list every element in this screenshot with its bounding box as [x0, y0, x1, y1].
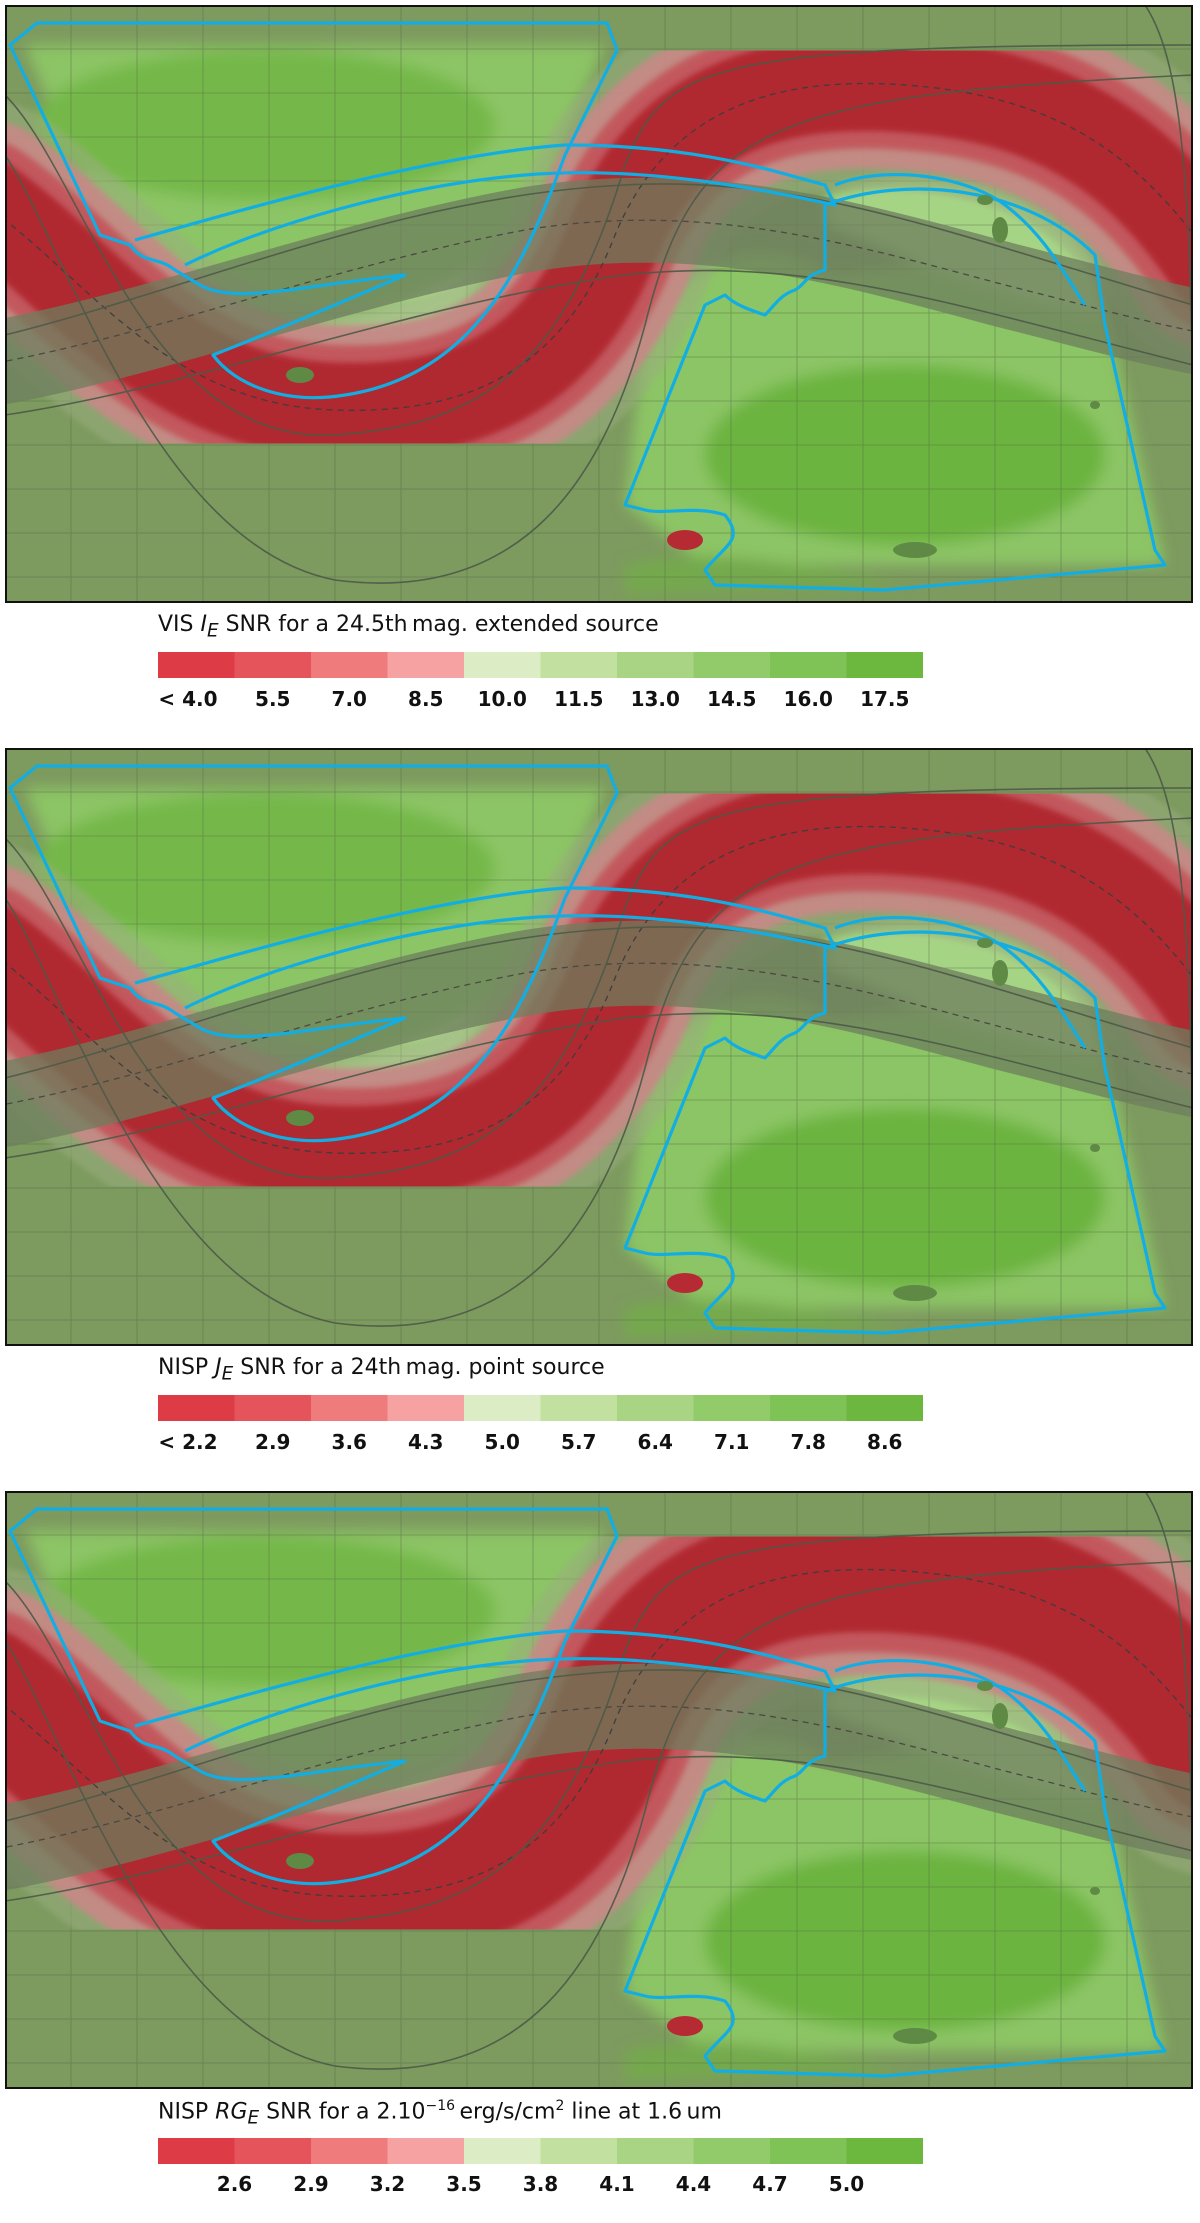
boundary-curves — [5, 1491, 1193, 2089]
colorbar-tick-label: 11.5 — [554, 687, 604, 711]
colorbar-ticks-nisp-rge: 2.6 2.9 3.2 3.5 3.8 4.1 4.4 4.7 5.0 — [0, 2172, 1200, 2202]
sky-map-nisp-rge — [5, 1491, 1193, 2089]
colorbar-segment — [617, 1395, 694, 1421]
survey-footprint-outlines — [8, 1507, 1167, 2078]
colorbar-tick-label: 17.5 — [860, 687, 910, 711]
colorbar-nisp-je — [158, 1395, 923, 1421]
colorbar-segment — [693, 652, 771, 678]
colorbar-vis — [158, 652, 923, 678]
colorbar-tick-label: 4.3 — [408, 1430, 444, 1454]
colorbar-tick-label: 5.0 — [828, 2172, 865, 2196]
colorbar-segment — [464, 2138, 541, 2164]
dense-star-field-blobs — [286, 938, 1100, 1301]
galactic-centerline — [5, 825, 1193, 1154]
colorbar-segment — [234, 2138, 312, 2164]
ecliptic-centerline — [5, 219, 1193, 362]
colorbar-segment — [311, 652, 388, 678]
colorbar-segment — [770, 2138, 847, 2164]
colorbar-tick-label: 7.1 — [714, 1430, 750, 1454]
map-frame — [5, 1491, 1193, 2089]
colorbar-segment — [846, 2138, 923, 2164]
colorbar-tick-label: 7.8 — [790, 1430, 826, 1454]
colorbar-segment — [158, 2138, 235, 2164]
colorbar-tick-label: 4.1 — [599, 2172, 635, 2196]
map-content — [5, 748, 1193, 1346]
colorbar-tick-label: 10.0 — [477, 687, 527, 711]
colorbar-segment — [693, 2138, 771, 2164]
colorbar-tick-label: 4.4 — [675, 2172, 712, 2196]
colorbar-title-vis: VIS IE SNR for a 24.5th mag. extended so… — [158, 612, 659, 642]
galactic-centerline — [5, 82, 1193, 411]
colorbar-tick-label: 7.0 — [331, 687, 367, 711]
map-frame — [5, 748, 1193, 1346]
map-content — [5, 5, 1193, 603]
colorbar-segment — [387, 1395, 465, 1421]
survey-footprint-outlines — [8, 21, 1167, 592]
colorbar-tick-label: 16.0 — [783, 687, 833, 711]
colorbar-segment — [311, 2138, 388, 2164]
colorbar-segment — [846, 652, 923, 678]
map-content — [5, 1491, 1193, 2089]
map-frame — [5, 5, 1193, 603]
colorbar-segment — [464, 652, 541, 678]
colorbar-segment — [770, 652, 847, 678]
footprint-north-west — [8, 1507, 619, 1886]
colorbar-tick-label: 3.8 — [522, 2172, 559, 2196]
colorbar-tick-label: 2.6 — [216, 2172, 253, 2196]
colorbar-title-nisp-je: NISP JE SNR for a 24th mag. point source — [158, 1355, 605, 1385]
colorbar-segment — [693, 1395, 771, 1421]
colorbar-tick-label: 5.0 — [484, 1430, 520, 1454]
colorbar-segment — [770, 1395, 847, 1421]
dense-star-field-blobs — [286, 1681, 1100, 2044]
colorbar-segment — [311, 1395, 388, 1421]
colorbar-title-nisp-rge: NISP RGE SNR for a 2.10−16 erg/s/cm2 lin… — [158, 2098, 722, 2129]
colorbar-nisp-rge — [158, 2138, 923, 2164]
colorbar-segment — [846, 1395, 923, 1421]
colorbar-tick-label: 8.5 — [408, 687, 444, 711]
colorbar-ticks-nisp-je: < 2.2 2.9 3.6 4.3 5.0 5.7 6.4 7.1 7.8 8.6 — [0, 1430, 1200, 1460]
colorbar-tick-label: 13.0 — [630, 687, 680, 711]
colorbar-segment — [234, 1395, 312, 1421]
colorbar-tick-label: 2.9 — [255, 1430, 291, 1454]
colorbar-segment — [540, 2138, 618, 2164]
colorbar-segment — [540, 652, 618, 678]
colorbar-segment — [158, 652, 235, 678]
colorbar-segment — [464, 1395, 541, 1421]
colorbar-tick-label: 14.5 — [707, 687, 757, 711]
colorbar-segment — [540, 1395, 618, 1421]
colorbar-ticks-vis: < 4.0 5.5 7.0 8.5 10.0 11.5 13.0 14.5 16.0 17.5 — [0, 687, 1200, 717]
colorbar-segment — [387, 652, 465, 678]
colorbar-tick-label: 2.9 — [293, 2172, 329, 2196]
footprint-south-east — [623, 187, 1167, 592]
ecliptic-centerline — [5, 1705, 1193, 1848]
colorbar-tick-label: 5.7 — [561, 1430, 597, 1454]
footprint-south-east — [623, 1673, 1167, 2078]
footprint-north-west — [8, 21, 619, 400]
survey-footprint-outlines — [8, 764, 1167, 1335]
colorbar-segment — [158, 1395, 235, 1421]
ecliptic-centerline — [5, 962, 1193, 1105]
dense-star-field-blobs — [286, 195, 1100, 558]
colorbar-tick-label: 4.7 — [752, 2172, 788, 2196]
sky-map-vis — [5, 5, 1193, 603]
colorbar-tick-label: 3.2 — [369, 2172, 406, 2196]
footprint-north-west — [8, 764, 619, 1143]
colorbar-segment — [387, 2138, 465, 2164]
colorbar-tick-label: < 2.2 — [158, 1430, 218, 1454]
colorbar-tick-label: < 4.0 — [158, 687, 218, 711]
colorbar-tick-label: 5.5 — [255, 687, 291, 711]
galactic-centerline — [5, 1568, 1193, 1897]
footprint-south-east — [623, 930, 1167, 1335]
colorbar-tick-label: 8.6 — [867, 1430, 903, 1454]
colorbar-tick-label: 3.5 — [446, 2172, 482, 2196]
colorbar-segment — [234, 652, 312, 678]
sky-map-nisp-je — [5, 748, 1193, 1346]
colorbar-segment — [617, 652, 694, 678]
colorbar-segment — [617, 2138, 694, 2164]
colorbar-tick-label: 6.4 — [637, 1430, 673, 1454]
colorbar-tick-label: 3.6 — [331, 1430, 367, 1454]
